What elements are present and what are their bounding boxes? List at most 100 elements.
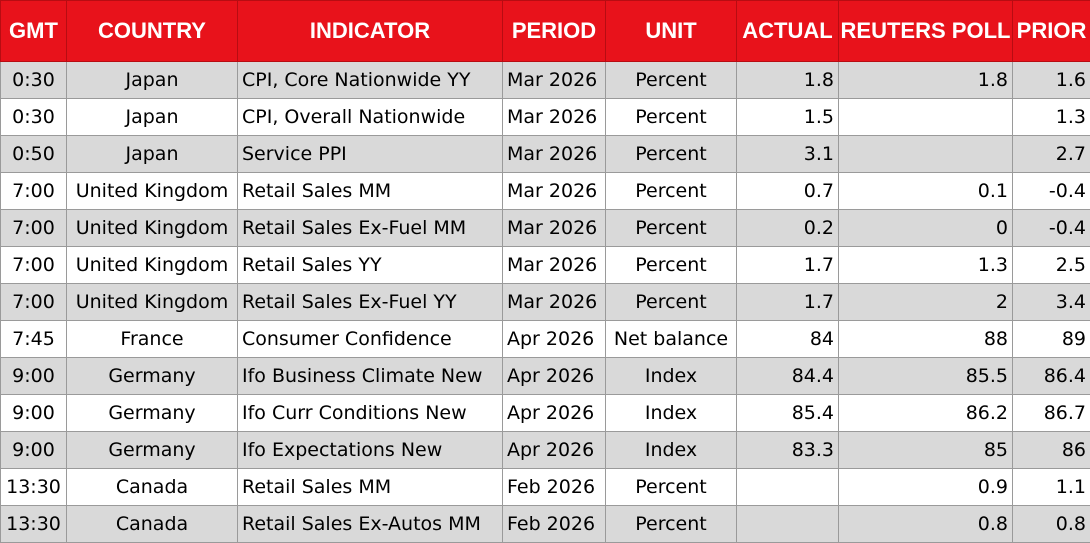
cell-period: Mar 2026 bbox=[502, 98, 606, 136]
cell-prior: 2.5 bbox=[1012, 246, 1090, 284]
table-row: 9:00 Germany Ifo Expectations New Apr 2026 I… bbox=[0, 431, 1090, 469]
cell-indicator: Retail Sales YY bbox=[237, 246, 503, 284]
cell-period: Mar 2026 bbox=[502, 209, 606, 247]
cell-prior: 86.7 bbox=[1012, 394, 1090, 432]
cell-indicator: CPI, Core Nationwide YY bbox=[237, 61, 503, 99]
cell-reuters-poll: 1.3 bbox=[838, 246, 1013, 284]
cell-prior: 1.6 bbox=[1012, 61, 1090, 99]
cell-prior: 3.4 bbox=[1012, 283, 1090, 321]
cell-reuters-poll: 2 bbox=[838, 283, 1013, 321]
table-row: 9:00 Germany Ifo Curr Conditions New Apr 20… bbox=[0, 394, 1090, 432]
cell-actual: 1.8 bbox=[736, 61, 839, 99]
header-prior: PRIOR bbox=[1012, 0, 1090, 62]
cell-gmt: 7:00 bbox=[0, 283, 67, 321]
header-reuters-poll: REUTERS POLL bbox=[838, 0, 1013, 62]
cell-country: Japan bbox=[66, 61, 238, 99]
cell-reuters-poll bbox=[838, 135, 1013, 173]
cell-reuters-poll: 88 bbox=[838, 320, 1013, 358]
table-row: 13:30 Canada Retail Sales MM Feb 2026 Percen… bbox=[0, 468, 1090, 506]
table-row: 7:00 United Kingdom Retail Sales Ex-Fuel Y… bbox=[0, 283, 1090, 321]
cell-actual: 84.4 bbox=[736, 357, 839, 395]
cell-indicator: Retail Sales Ex-Fuel MM bbox=[237, 209, 503, 247]
cell-reuters-poll: 0.1 bbox=[838, 172, 1013, 210]
cell-country: Canada bbox=[66, 468, 238, 506]
cell-indicator: Retail Sales Ex-Fuel YY bbox=[237, 283, 503, 321]
cell-period: Mar 2026 bbox=[502, 283, 606, 321]
cell-gmt: 13:30 bbox=[0, 468, 67, 506]
cell-indicator: CPI, Overall Nationwide bbox=[237, 98, 503, 136]
table-row: 7:00 United Kingdom Retail Sales Ex-Fuel M… bbox=[0, 209, 1090, 247]
cell-unit: Percent bbox=[605, 246, 737, 284]
cell-gmt: 9:00 bbox=[0, 394, 67, 432]
cell-prior: 86.4 bbox=[1012, 357, 1090, 395]
cell-actual: 83.3 bbox=[736, 431, 839, 469]
table-body: 0:30 Japan CPI, Core Nationwide YY Mar 2026… bbox=[0, 61, 1090, 543]
cell-unit: Percent bbox=[605, 505, 737, 543]
cell-country: Canada bbox=[66, 505, 238, 543]
cell-unit: Index bbox=[605, 431, 737, 469]
table-row: 7:00 United Kingdom Retail Sales MM Mar 202… bbox=[0, 172, 1090, 210]
cell-country: United Kingdom bbox=[66, 209, 238, 247]
cell-reuters-poll: 86.2 bbox=[838, 394, 1013, 432]
cell-period: Feb 2026 bbox=[502, 468, 606, 506]
cell-period: Feb 2026 bbox=[502, 505, 606, 543]
cell-actual: 3.1 bbox=[736, 135, 839, 173]
cell-period: Mar 2026 bbox=[502, 172, 606, 210]
cell-actual: 0.7 bbox=[736, 172, 839, 210]
cell-country: Japan bbox=[66, 135, 238, 173]
cell-country: United Kingdom bbox=[66, 283, 238, 321]
table-row: 9:00 Germany Ifo Business Climate New Apr 2… bbox=[0, 357, 1090, 395]
cell-unit: Index bbox=[605, 394, 737, 432]
cell-indicator: Retail Sales MM bbox=[237, 172, 503, 210]
cell-gmt: 9:00 bbox=[0, 431, 67, 469]
header-actual: ACTUAL bbox=[736, 0, 839, 62]
cell-actual bbox=[736, 505, 839, 543]
cell-period: Mar 2026 bbox=[502, 246, 606, 284]
cell-prior: 86 bbox=[1012, 431, 1090, 469]
cell-period: Apr 2026 bbox=[502, 431, 606, 469]
cell-unit: Percent bbox=[605, 172, 737, 210]
cell-period: Mar 2026 bbox=[502, 135, 606, 173]
cell-gmt: 13:30 bbox=[0, 505, 67, 543]
cell-period: Apr 2026 bbox=[502, 357, 606, 395]
table-header: GMT COUNTRY INDICATOR PERIOD UNIT ACTUAL… bbox=[0, 0, 1090, 62]
cell-prior: 89 bbox=[1012, 320, 1090, 358]
cell-indicator: Ifo Curr Conditions New bbox=[237, 394, 503, 432]
header-country: COUNTRY bbox=[66, 0, 238, 62]
cell-period: Apr 2026 bbox=[502, 320, 606, 358]
cell-actual: 84 bbox=[736, 320, 839, 358]
cell-indicator: Retail Sales MM bbox=[237, 468, 503, 506]
cell-prior: 0.8 bbox=[1012, 505, 1090, 543]
table-row: 0:30 Japan CPI, Overall Nationwide Mar 2026… bbox=[0, 98, 1090, 136]
cell-reuters-poll bbox=[838, 98, 1013, 136]
cell-country: Germany bbox=[66, 394, 238, 432]
cell-gmt: 7:00 bbox=[0, 209, 67, 247]
cell-unit: Percent bbox=[605, 61, 737, 99]
cell-gmt: 0:30 bbox=[0, 61, 67, 99]
cell-unit: Percent bbox=[605, 98, 737, 136]
cell-reuters-poll: 0.8 bbox=[838, 505, 1013, 543]
header-gmt: GMT bbox=[0, 0, 67, 62]
cell-country: Germany bbox=[66, 431, 238, 469]
cell-indicator: Ifo Business Climate New bbox=[237, 357, 503, 395]
cell-gmt: 7:45 bbox=[0, 320, 67, 358]
cell-gmt: 7:00 bbox=[0, 246, 67, 284]
cell-actual: 85.4 bbox=[736, 394, 839, 432]
header-indicator: INDICATOR bbox=[237, 0, 503, 62]
cell-period: Mar 2026 bbox=[502, 61, 606, 99]
cell-period: Apr 2026 bbox=[502, 394, 606, 432]
cell-reuters-poll: 1.8 bbox=[838, 61, 1013, 99]
cell-actual: 1.7 bbox=[736, 283, 839, 321]
cell-actual bbox=[736, 468, 839, 506]
cell-country: United Kingdom bbox=[66, 172, 238, 210]
header-unit: UNIT bbox=[605, 0, 737, 62]
table-row: 13:30 Canada Retail Sales Ex-Autos MM Feb 2… bbox=[0, 505, 1090, 543]
header-period: PERIOD bbox=[502, 0, 606, 62]
cell-gmt: 0:50 bbox=[0, 135, 67, 173]
cell-reuters-poll: 85.5 bbox=[838, 357, 1013, 395]
cell-unit: Percent bbox=[605, 468, 737, 506]
cell-country: Japan bbox=[66, 98, 238, 136]
cell-unit: Percent bbox=[605, 209, 737, 247]
cell-reuters-poll: 0 bbox=[838, 209, 1013, 247]
